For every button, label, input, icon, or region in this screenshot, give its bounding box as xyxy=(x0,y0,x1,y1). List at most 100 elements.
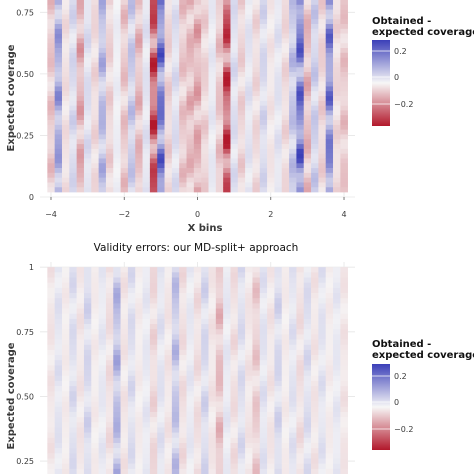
heatmap-cell xyxy=(171,360,180,366)
heatmap-cell xyxy=(318,298,326,304)
heatmap-cell xyxy=(223,318,231,325)
heatmap-column xyxy=(267,0,275,193)
heatmap-cell xyxy=(186,448,195,454)
heatmap-cell xyxy=(215,432,224,439)
heatmap-cell xyxy=(47,318,55,325)
heatmap-cell xyxy=(193,57,202,63)
heatmap-cell xyxy=(237,375,246,382)
heatmap-cell xyxy=(237,349,246,356)
heatmap-cell xyxy=(267,163,275,169)
heatmap-cell xyxy=(267,380,275,387)
heatmap-cell xyxy=(296,139,305,145)
heatmap-cell xyxy=(171,115,180,121)
heatmap-cell xyxy=(47,182,55,188)
heatmap-cell xyxy=(113,134,121,140)
heatmap-cell xyxy=(69,124,77,130)
heatmap-cell xyxy=(61,453,70,459)
heatmap-cell xyxy=(149,339,158,346)
heatmap-cell xyxy=(296,293,305,299)
heatmap-cell xyxy=(281,134,290,140)
heatmap-cell xyxy=(245,386,253,392)
heatmap-cell xyxy=(83,86,92,92)
heatmap-cell xyxy=(333,0,341,6)
heatmap-cell xyxy=(274,182,283,188)
heatmap-cell xyxy=(113,19,121,25)
heatmap-cell xyxy=(245,272,253,278)
heatmap-cell xyxy=(164,52,173,58)
heatmap-cell xyxy=(164,72,173,78)
heatmap-cell xyxy=(245,458,253,464)
heatmap-cell xyxy=(281,96,290,102)
heatmap-cell xyxy=(54,370,63,377)
heatmap-cell xyxy=(83,339,92,346)
heatmap-cell xyxy=(105,4,114,10)
heatmap-cell xyxy=(281,277,290,283)
heatmap-cell xyxy=(83,28,92,34)
heatmap-cell xyxy=(171,158,180,164)
heatmap-cell xyxy=(267,334,275,340)
heatmap-cell xyxy=(69,318,77,325)
heatmap-cell xyxy=(201,172,209,178)
heatmap-cell xyxy=(135,168,143,174)
heatmap-column xyxy=(91,0,99,193)
heatmap-cell xyxy=(201,91,209,97)
heatmap-cell xyxy=(142,57,151,63)
heatmap-cell xyxy=(149,396,158,402)
heatmap-cell xyxy=(113,298,121,304)
heatmap-cell xyxy=(201,100,209,106)
heatmap-cell xyxy=(105,287,114,294)
heatmap-cell xyxy=(208,277,217,283)
heatmap-cell xyxy=(245,182,253,188)
heatmap-cell xyxy=(245,148,253,154)
heatmap-cell xyxy=(61,4,70,10)
heatmap-cell xyxy=(47,86,55,92)
heatmap-cell xyxy=(223,303,231,309)
heatmap-cell xyxy=(245,105,253,111)
heatmap-cell xyxy=(157,148,165,154)
heatmap-cell xyxy=(69,67,77,73)
heatmap-cell xyxy=(193,463,202,470)
heatmap-cell xyxy=(127,339,136,346)
heatmap-cell xyxy=(98,417,107,423)
heatmap-cell xyxy=(105,427,114,433)
heatmap-cell xyxy=(333,57,341,63)
heatmap-cell xyxy=(171,370,180,377)
heatmap-cell xyxy=(105,86,114,92)
heatmap-cell xyxy=(311,168,319,174)
heatmap-cell xyxy=(303,57,312,63)
heatmap-cell xyxy=(333,360,341,366)
heatmap-cell xyxy=(135,401,143,408)
heatmap-cell xyxy=(135,172,143,178)
heatmap-cell xyxy=(215,76,224,82)
heatmap-cell xyxy=(311,267,319,273)
heatmap-cell xyxy=(333,355,341,361)
heatmap-cell xyxy=(193,144,202,150)
heatmap-cell xyxy=(83,14,92,20)
heatmap-cell xyxy=(267,52,275,58)
heatmap-cell xyxy=(289,298,297,304)
heatmap-cell xyxy=(98,172,107,178)
heatmap-cell xyxy=(105,129,114,135)
heatmap-cell xyxy=(201,9,209,15)
heatmap-cell xyxy=(171,38,180,44)
heatmap-cell xyxy=(113,391,121,397)
heatmap-cell xyxy=(47,14,55,20)
heatmap-cell xyxy=(135,4,143,10)
heatmap-cell xyxy=(83,324,92,330)
heatmap-cell xyxy=(274,427,283,433)
heatmap-cell xyxy=(164,313,173,320)
heatmap-cell xyxy=(215,4,224,10)
heatmap-cell xyxy=(303,33,312,39)
heatmap-cell xyxy=(223,427,231,433)
heatmap-cell xyxy=(179,401,187,408)
heatmap-cell xyxy=(179,427,187,433)
heatmap-cell xyxy=(120,282,129,289)
heatmap-cell xyxy=(303,437,312,444)
heatmap-cell xyxy=(303,144,312,150)
heatmap-cell xyxy=(318,187,326,193)
heatmap-cell xyxy=(289,86,297,92)
heatmap-cell xyxy=(157,375,165,382)
heatmap-cell xyxy=(179,375,187,382)
heatmap-cell xyxy=(61,86,70,92)
heatmap-cell xyxy=(135,72,143,78)
